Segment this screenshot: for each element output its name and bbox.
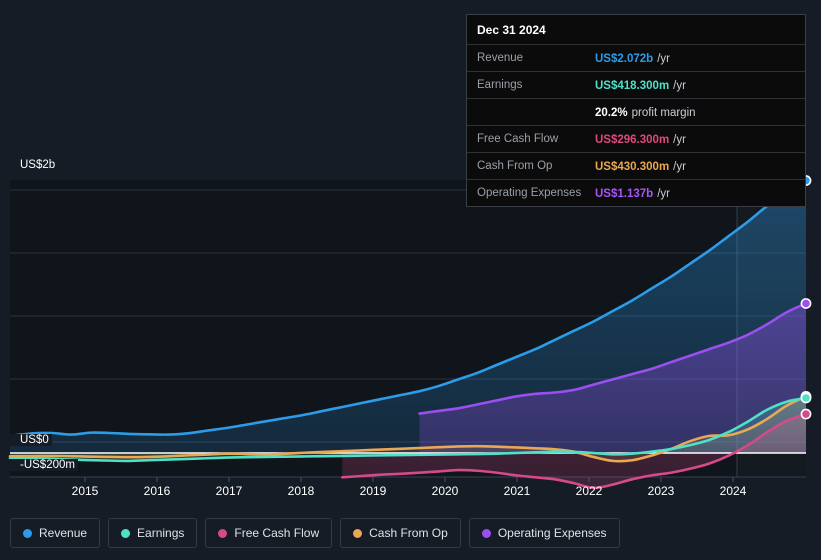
x-axis-tick-label: 2021 xyxy=(503,484,531,498)
tooltip-row-value-group: US$2.072b/yr xyxy=(595,49,670,67)
x-axis-tick-label: 2022 xyxy=(575,484,603,498)
tooltip-row: Cash From Op US$430.300m/yr xyxy=(467,152,805,179)
legend-color-dot-icon xyxy=(121,528,131,538)
tooltip-row-suffix: profit margin xyxy=(631,107,696,119)
series-endpoint-marker-earnings[interactable] xyxy=(800,392,812,404)
tooltip-row: Free Cash Flow US$296.300m/yr xyxy=(467,125,805,152)
series-area-earnings xyxy=(10,397,806,461)
x-axis-tick-label: 2023 xyxy=(647,484,675,498)
tooltip-row-label: Earnings xyxy=(477,79,523,91)
series-endpoint-marker-operating-expenses[interactable] xyxy=(800,298,812,309)
tooltip-row-label: Revenue xyxy=(477,52,524,64)
legend-color-dot-icon xyxy=(23,528,32,538)
tooltip-row-value: US$418.300m xyxy=(595,80,670,92)
tooltip-rows: Revenue US$2.072b/yr Earnings US$418.300m/y… xyxy=(467,44,805,206)
series-area-operating-expenses xyxy=(419,303,806,453)
tooltip-row: Earnings US$418.300m/yr xyxy=(467,71,805,98)
legend-color-dot-icon xyxy=(481,528,491,538)
y-axis-tick-label: -US$200m xyxy=(0,459,78,471)
y-axis-tick-label: US$0 xyxy=(0,434,52,446)
legend-color-dot-icon xyxy=(218,528,228,538)
x-axis-tick-label: 2019 xyxy=(359,484,387,498)
series-line-earnings[interactable] xyxy=(8,396,808,463)
tooltip-row-label: Free Cash Flow xyxy=(477,133,559,145)
tooltip-row-value-group: US$430.300m/yr xyxy=(595,157,686,175)
tooltip-row-value-group: 20.2% profit margin xyxy=(595,103,696,121)
chart-legend: Revenue Earnings Free Cash Flow Cash From O… xyxy=(10,518,620,548)
series-line-operating-expenses[interactable] xyxy=(418,302,808,415)
legend-item-cash-from-op[interactable]: Cash From Op xyxy=(340,518,461,548)
tooltip-row-suffix: /yr xyxy=(673,80,686,92)
legend-item-label: Cash From Op xyxy=(369,526,448,540)
tooltip-row-value: US$296.300m xyxy=(595,134,670,146)
legend-item-label: Earnings xyxy=(137,526,185,540)
legend-color-dot-icon xyxy=(353,528,363,538)
series-line-free-cash-flow[interactable] xyxy=(341,412,808,490)
legend-item-operating-expenses[interactable]: Operating Expenses xyxy=(468,518,620,548)
tooltip-row-suffix: /yr xyxy=(673,161,686,173)
tooltip-row: Operating Expenses US$1.137b/yr xyxy=(467,179,805,206)
tooltip-row-suffix: /yr xyxy=(657,53,670,65)
legend-item-label: Free Cash Flow xyxy=(234,526,320,540)
series-endpoint-marker-free-cash-flow[interactable] xyxy=(800,408,812,420)
tooltip-row: 20.2% profit margin xyxy=(467,98,805,125)
tooltip-row-value-group: US$1.137b/yr xyxy=(595,184,670,202)
tooltip-row-label: Operating Expenses xyxy=(477,187,582,199)
tooltip-row-value: US$2.072b xyxy=(595,53,654,65)
x-axis-tick-label: 2015 xyxy=(71,484,99,498)
tooltip-row-suffix: /yr xyxy=(657,188,670,200)
legend-item-label: Revenue xyxy=(39,526,88,540)
chart-svg xyxy=(8,175,812,490)
legend-item-label: Operating Expenses xyxy=(497,526,607,540)
tooltip-row-value-group: US$418.300m/yr xyxy=(595,76,686,94)
tooltip-row-suffix: /yr xyxy=(673,134,686,146)
x-axis-tick-label: 2017 xyxy=(215,484,243,498)
y-axis-tick-label: US$2b xyxy=(0,159,59,171)
x-axis-tick-label: 2020 xyxy=(431,484,459,498)
tooltip-row-label: Cash From Op xyxy=(477,160,553,172)
tooltip-row: Revenue US$2.072b/yr xyxy=(467,44,805,71)
tooltip-row-value: US$1.137b xyxy=(595,188,654,200)
tooltip-row-value: US$430.300m xyxy=(595,161,670,173)
legend-item-free-cash-flow[interactable]: Free Cash Flow xyxy=(205,518,333,548)
series-line-revenue[interactable] xyxy=(8,179,808,438)
chart-plot-area: US$2b US$0 -US$200m 2015 2016 2017 2018 2019 20… xyxy=(0,159,812,498)
x-axis-tick-label: 2016 xyxy=(143,484,171,498)
legend-item-revenue[interactable]: Revenue xyxy=(10,518,101,548)
tooltip-row-value-group: US$296.300m/yr xyxy=(595,130,686,148)
legend-item-earnings[interactable]: Earnings xyxy=(108,518,198,548)
data-tooltip: Dec 31 2024 Revenue US$2.072b/yr Earnings U… xyxy=(466,14,806,207)
tooltip-row-value: 20.2% xyxy=(595,107,628,119)
x-axis-tick-label: 2024 xyxy=(719,484,747,498)
tooltip-date: Dec 31 2024 xyxy=(477,23,546,37)
x-axis-tick-label: 2018 xyxy=(287,484,315,498)
